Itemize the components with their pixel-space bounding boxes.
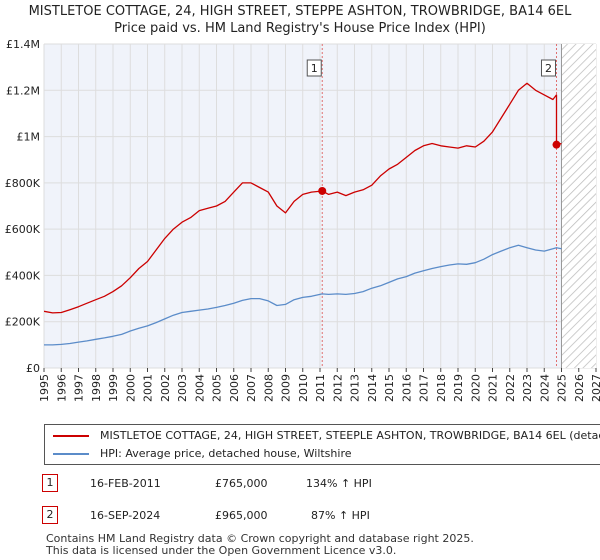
- x-tick-label: 2027: [590, 374, 600, 402]
- x-tick-label: 2019: [452, 374, 465, 402]
- x-tick-label: 2013: [349, 374, 362, 402]
- legend-entry-property: MISTLETOE COTTAGE, 24, HIGH STREET, STEE…: [45, 427, 600, 445]
- x-tick-label: 1995: [38, 374, 51, 402]
- chart-title: MISTLETOE COTTAGE, 24, HIGH STREET, STEP…: [28, 4, 572, 19]
- x-tick-label: 2024: [538, 374, 551, 402]
- y-tick-label: £1.2M: [6, 84, 40, 97]
- transaction-badge: 1: [42, 474, 58, 492]
- footer-license: This data is licensed under the Open Gov…: [46, 544, 397, 557]
- sale-label-box: [540, 59, 556, 77]
- transaction-price: £765,000: [215, 477, 268, 490]
- x-tick-label: 2001: [142, 374, 155, 402]
- x-tick-label: 2011: [314, 374, 327, 402]
- x-tick-label: 2002: [159, 374, 172, 402]
- x-tick-label: 1996: [55, 374, 68, 402]
- transaction-hpi: 134% ↑ HPI: [306, 477, 372, 490]
- x-tick-label: 2026: [573, 374, 586, 402]
- y-tick-label: £600K: [5, 223, 41, 236]
- transaction-row: 2 16-SEP-2024 £965,000 87% ↑ HPI: [0, 506, 600, 526]
- footer-copyright: Contains HM Land Registry data © Crown c…: [46, 532, 474, 545]
- x-tick-label: 2015: [383, 374, 396, 402]
- sale-label: 2: [545, 62, 552, 75]
- property-line: [44, 82, 562, 314]
- x-tick-label: 2009: [280, 374, 293, 402]
- price-chart: 1 2 £0 £200K £400K £600K £800K £1M £1.2M £1.4M 1…: [5, 38, 600, 402]
- x-tick-label: 2005: [211, 374, 224, 402]
- forecast-hatch: [561, 44, 596, 368]
- legend: MISTLETOE COTTAGE, 24, HIGH STREET, STEE…: [44, 424, 600, 465]
- x-tick-label: 2008: [262, 374, 275, 402]
- x-tick-label: 2020: [469, 374, 482, 402]
- chart-subtitle: Price paid vs. HM Land Registry's House …: [114, 21, 486, 36]
- x-tick-label: 2007: [245, 374, 258, 402]
- y-tick-label: £800K: [5, 177, 41, 190]
- x-tick-label: 1998: [90, 374, 103, 402]
- x-tick-label: 2021: [487, 374, 500, 402]
- legend-entry-hpi: HPI: Average price, detached house, Wilt…: [45, 445, 600, 463]
- transaction-price: £965,000: [215, 509, 268, 522]
- x-tick-label: 2010: [297, 374, 310, 402]
- legend-swatch-hpi: [53, 453, 89, 455]
- hpi-line: [44, 244, 562, 346]
- x-tick-label: 2003: [176, 374, 189, 402]
- legend-label-property: MISTLETOE COTTAGE, 24, HIGH STREET, STEE…: [100, 429, 600, 442]
- x-tick-label: 1999: [107, 374, 120, 402]
- y-tick-label: £400K: [5, 269, 41, 282]
- x-tick-label: 2023: [521, 374, 534, 402]
- x-tick-label: 2000: [124, 374, 137, 402]
- y-tick-label: £0: [26, 362, 40, 375]
- y-tick-label: £200K: [5, 316, 41, 329]
- x-tick-label: 2018: [435, 374, 448, 402]
- y-tick-label: £1M: [17, 131, 41, 144]
- sale-label-box: [306, 59, 322, 77]
- x-tick-label: 2025: [556, 374, 569, 402]
- x-tick-label: 2014: [366, 374, 379, 402]
- transaction-badge: 2: [42, 506, 58, 524]
- x-tick-label: 2017: [418, 374, 431, 402]
- x-tick-label: 1997: [73, 374, 86, 402]
- transaction-date: 16-FEB-2011: [90, 477, 161, 490]
- transaction-date: 16-SEP-2024: [90, 509, 161, 522]
- x-tick-label: 2006: [228, 374, 241, 402]
- sale-point: [552, 140, 561, 149]
- x-tick-label: 2012: [331, 374, 344, 402]
- transaction-hpi: 87% ↑ HPI: [311, 509, 370, 522]
- sale-label: 1: [311, 62, 318, 75]
- legend-label-hpi: HPI: Average price, detached house, Wilt…: [100, 447, 352, 460]
- sale-point: [318, 186, 327, 195]
- x-tick-label: 2022: [504, 374, 517, 402]
- transaction-row: 1 16-FEB-2011 £765,000 134% ↑ HPI: [0, 474, 600, 494]
- legend-swatch-property: [53, 435, 89, 437]
- x-tick-label: 2016: [400, 374, 413, 402]
- y-tick-label: £1.4M: [6, 38, 40, 51]
- x-tick-label: 2004: [193, 374, 206, 402]
